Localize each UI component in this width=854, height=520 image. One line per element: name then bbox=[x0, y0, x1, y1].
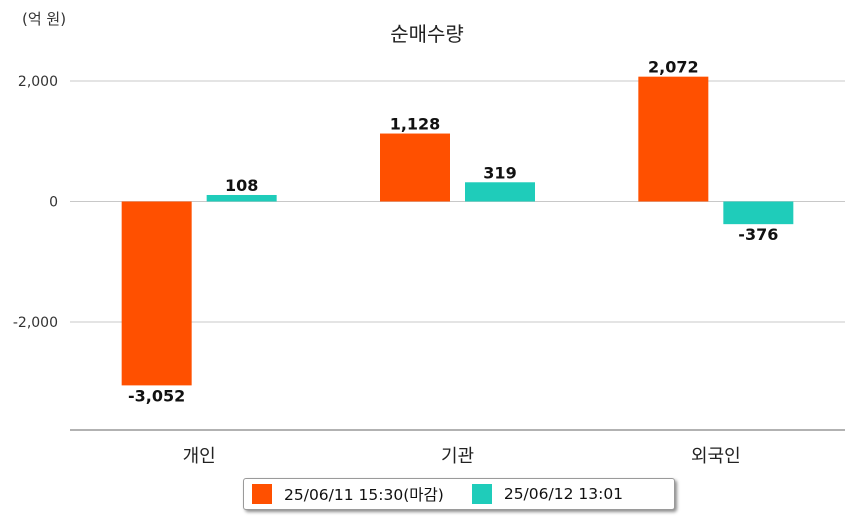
x-tick-label-1: 개인 bbox=[183, 446, 216, 467]
unit-label: (억 원) bbox=[22, 10, 67, 28]
legend-swatch-series-1 bbox=[252, 484, 272, 504]
data-label-3-series-1: 2,072 bbox=[648, 58, 699, 77]
bar-1-series-2 bbox=[206, 194, 277, 202]
data-label-3-series-2: -376 bbox=[738, 225, 778, 244]
data-label-2-series-1: 1,128 bbox=[390, 115, 441, 134]
data-label-1-series-2: 108 bbox=[225, 176, 258, 195]
bar-1-series-1 bbox=[121, 201, 192, 386]
bar-3-series-2 bbox=[723, 201, 794, 225]
bar-chart: 2,000 0 -2,000 -3,052 108 개인 1,128 319 기관 2,072 -3… bbox=[13, 58, 845, 467]
y-tick-label-2: -2,000 bbox=[13, 315, 58, 331]
x-tick-label-3: 외국인 bbox=[691, 446, 741, 467]
bar-2-series-1 bbox=[380, 133, 450, 202]
y-tick-label-0: 2,000 bbox=[18, 74, 58, 90]
y-tick-label-1: 0 bbox=[49, 195, 58, 211]
legend: 25/06/11 15:30(마감) 25/06/12 13:01 bbox=[243, 478, 675, 510]
legend-item-series-2[interactable]: 25/06/12 13:01 bbox=[471, 484, 624, 504]
data-label-1-series-1: -3,052 bbox=[128, 386, 185, 405]
bar-2-series-2 bbox=[465, 182, 535, 202]
legend-label-series-1: 25/06/11 15:30(마감) bbox=[284, 486, 444, 504]
legend-label-series-2: 25/06/12 13:01 bbox=[503, 485, 624, 503]
data-label-2-series-2: 319 bbox=[483, 163, 516, 182]
bar-3-series-1 bbox=[638, 76, 709, 202]
x-tick-label-2: 기관 bbox=[441, 446, 474, 467]
legend-swatch-series-2 bbox=[471, 484, 492, 504]
legend-item-series-1[interactable]: 25/06/11 15:30(마감) bbox=[252, 483, 444, 505]
chart-title: 순매수량 bbox=[390, 22, 464, 46]
